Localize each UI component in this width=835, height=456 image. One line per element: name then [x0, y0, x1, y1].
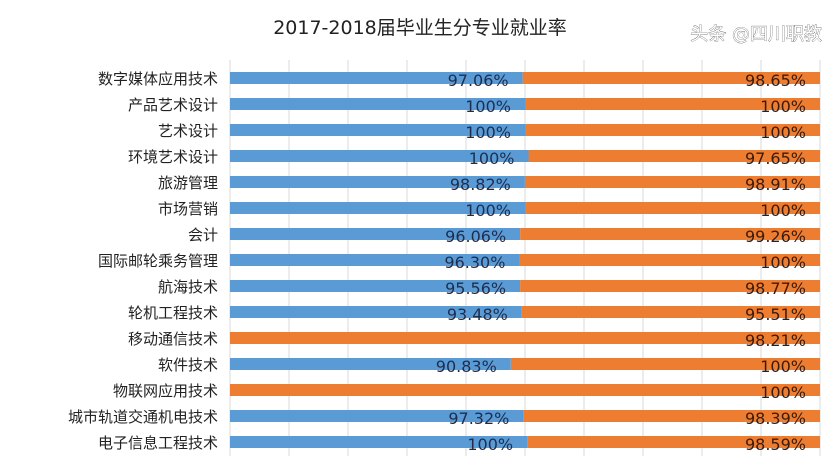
category-label: 环境艺术设计	[128, 148, 218, 166]
category-label: 国际邮轮乘务管理	[98, 252, 218, 270]
category-label: 物联网应用技术	[113, 382, 218, 400]
data-label: 96.06%	[445, 227, 506, 246]
data-label: 100%	[465, 201, 511, 220]
chart-title: 2017-2018届毕业生分专业就业率	[273, 17, 567, 39]
bar-2017	[230, 150, 529, 162]
data-label: 95.51%	[745, 305, 806, 324]
bar-2018	[525, 202, 820, 214]
bar-2017	[230, 254, 520, 266]
category-label: 移动通信技术	[128, 330, 218, 348]
category-label: 城市轨道交通机电技术	[68, 408, 218, 426]
category-label: 电子信息工程技术	[98, 434, 218, 452]
data-label: 97.65%	[745, 149, 806, 168]
data-label: 98.59%	[745, 435, 806, 454]
watermark: 头条 @四川职教	[690, 24, 822, 45]
data-label: 98.82%	[450, 175, 511, 194]
category-label: 会计	[188, 226, 218, 244]
bar-2018	[528, 150, 820, 162]
bar-2017	[230, 176, 525, 188]
bar-2018	[525, 124, 820, 136]
bar-2017	[230, 228, 521, 240]
data-label: 100%	[467, 435, 513, 454]
category-label: 航海技术	[158, 278, 218, 296]
data-label: 98.21%	[745, 331, 806, 350]
data-label: 98.39%	[745, 409, 806, 428]
bar-2018	[527, 436, 820, 448]
bar-2017	[230, 306, 522, 318]
bar-2017	[230, 436, 528, 448]
bar-2017	[230, 410, 524, 422]
category-label: 旅游管理	[158, 174, 218, 192]
data-label: 90.83%	[436, 357, 497, 376]
data-label: 100%	[760, 253, 806, 272]
data-label: 100%	[465, 123, 511, 142]
data-label: 100%	[760, 357, 806, 376]
bar-2017	[230, 280, 521, 292]
data-label: 98.77%	[745, 279, 806, 298]
category-label: 艺术设计	[158, 122, 218, 140]
bar-2018	[524, 176, 820, 188]
data-label: 99.26%	[745, 227, 806, 246]
data-label: 100%	[469, 149, 515, 168]
bar-2018	[510, 358, 820, 370]
data-label: 100%	[465, 97, 511, 116]
data-label: 98.65%	[745, 71, 806, 90]
category-label: 软件技术	[158, 356, 218, 374]
bar-2017	[230, 72, 523, 84]
data-label: 100%	[760, 383, 806, 402]
bar-2018	[520, 228, 820, 240]
data-label: 98.91%	[745, 175, 806, 194]
category-label: 产品艺术设计	[128, 96, 218, 114]
data-label: 100%	[760, 97, 806, 116]
bar-2018	[522, 72, 820, 84]
bar-2018	[230, 384, 820, 396]
bar-2018	[523, 410, 820, 422]
bar-2017	[230, 358, 511, 370]
bar-2017	[230, 124, 525, 136]
bar-2017	[230, 202, 525, 214]
data-label: 100%	[760, 123, 806, 142]
category-label: 轮机工程技术	[128, 304, 218, 322]
data-label: 95.56%	[445, 279, 506, 298]
bars: 数字媒体应用技术 97.06% 98.65% 产品艺术设计 100% 100% 艺术设计 10…	[68, 70, 820, 454]
bar-2018	[230, 332, 820, 344]
data-label: 100%	[760, 201, 806, 220]
bar-2017	[230, 98, 525, 110]
bar-2018	[525, 98, 820, 110]
data-label: 93.48%	[447, 305, 508, 324]
data-label: 97.06%	[448, 71, 509, 90]
bar-2018	[521, 306, 820, 318]
data-label: 97.32%	[448, 409, 509, 428]
data-label: 96.30%	[444, 253, 505, 272]
category-label: 市场营销	[158, 200, 218, 218]
bar-2018	[520, 280, 820, 292]
category-label: 数字媒体应用技术	[98, 70, 218, 88]
bar-2018	[519, 254, 820, 266]
